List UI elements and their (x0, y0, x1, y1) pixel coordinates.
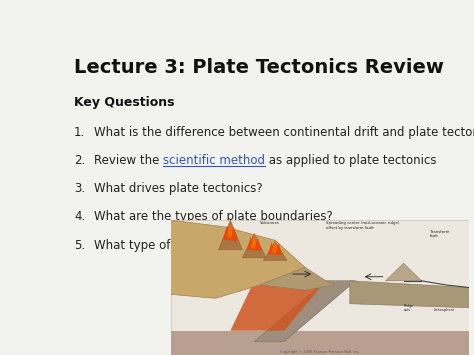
Text: Ridge
axis: Ridge axis (403, 304, 414, 312)
Text: What drives plate tectonics?: What drives plate tectonics? (94, 182, 263, 195)
Text: What is the difference between continental drift and plate tectonics?: What is the difference between continent… (94, 126, 474, 139)
Text: Copyright © 2006 Pearson Prentice Hall, Inc.: Copyright © 2006 Pearson Prentice Hall, … (280, 350, 360, 354)
Polygon shape (171, 220, 305, 298)
Polygon shape (230, 281, 326, 331)
Polygon shape (227, 221, 234, 237)
Polygon shape (242, 234, 266, 258)
Polygon shape (272, 239, 279, 253)
Text: 3.: 3. (74, 182, 85, 195)
Text: 5.: 5. (74, 239, 85, 252)
Polygon shape (350, 281, 469, 308)
Polygon shape (171, 220, 469, 355)
Text: Key Questions: Key Questions (74, 96, 174, 109)
Polygon shape (268, 242, 275, 254)
Polygon shape (275, 243, 283, 255)
Polygon shape (260, 267, 335, 290)
Text: 2.: 2. (74, 154, 85, 167)
Text: scientific method: scientific method (163, 154, 265, 167)
Polygon shape (219, 220, 242, 250)
Polygon shape (230, 227, 237, 241)
Text: Review the: Review the (94, 154, 163, 167)
Polygon shape (223, 225, 230, 240)
Polygon shape (254, 281, 356, 342)
Text: What type of plate boundary defines the PNW?: What type of plate boundary defines the … (94, 239, 372, 252)
Text: Transform
fault: Transform fault (430, 230, 450, 238)
Polygon shape (251, 233, 258, 248)
Polygon shape (263, 242, 287, 261)
Text: What are the types of plate boundaries?: What are the types of plate boundaries? (94, 211, 333, 223)
Text: Lecture 3: Plate Tectonics Review: Lecture 3: Plate Tectonics Review (74, 58, 444, 77)
Text: as applied to plate tectonics: as applied to plate tectonics (265, 154, 437, 167)
Text: 4.: 4. (74, 211, 85, 223)
Polygon shape (171, 331, 469, 355)
Text: 1.: 1. (74, 126, 85, 139)
Polygon shape (247, 236, 254, 250)
Polygon shape (254, 237, 262, 251)
Text: Spreading center (mid-oceanic ridge)
offset by transform fault: Spreading center (mid-oceanic ridge) off… (326, 222, 399, 230)
Polygon shape (386, 263, 421, 281)
Text: Lithosphere: Lithosphere (433, 308, 455, 312)
Text: Volcanoes: Volcanoes (260, 222, 280, 225)
